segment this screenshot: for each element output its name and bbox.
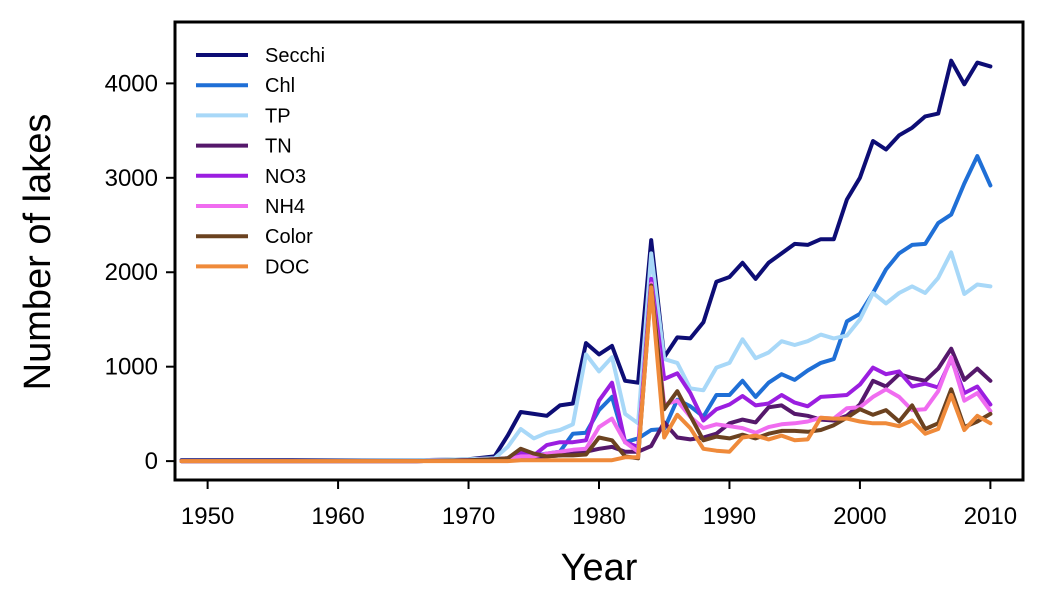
- legend: Secchi Chl TP TN NO3 NH4 Color DOC: [196, 45, 325, 278]
- legend-label-nh4: NH4: [265, 196, 305, 218]
- y-tick-label: 0: [145, 448, 158, 475]
- y-tick-label: 3000: [105, 165, 158, 192]
- legend-label-secchi: Secchi: [265, 45, 325, 67]
- series-line-color: [179, 283, 993, 464]
- y-tick-label: 1000: [105, 354, 158, 381]
- legend-label-no3: NO3: [265, 166, 306, 188]
- y-tick-label: 4000: [105, 70, 158, 97]
- series-line-doc: [179, 285, 993, 464]
- x-tick-label: 1990: [703, 503, 756, 530]
- y-axis-title: Number of lakes: [17, 114, 59, 391]
- x-axis: 1950 1960 1970 1980 1990 2000 2010: [181, 480, 1017, 530]
- x-tick-label: 1960: [311, 503, 364, 530]
- x-tick-label: 2000: [833, 503, 886, 530]
- series-line-tn: [179, 346, 993, 464]
- legend-label-doc: DOC: [265, 256, 309, 278]
- legend-label-tp: TP: [265, 105, 291, 127]
- y-tick-label: 2000: [105, 259, 158, 286]
- x-tick-label: 1950: [181, 503, 234, 530]
- series-line-tp: [179, 250, 993, 464]
- plot-lines: [179, 58, 993, 464]
- series-line-secchi: [179, 58, 993, 463]
- legend-label-chl: Chl: [265, 75, 295, 97]
- x-tick-label: 1980: [572, 503, 625, 530]
- x-tick-label: 1970: [442, 503, 495, 530]
- x-tick-label: 2010: [964, 503, 1017, 530]
- y-axis: 0 1000 2000 3000 4000: [105, 70, 175, 475]
- legend-label-color: Color: [265, 226, 313, 248]
- x-axis-title: Year: [561, 547, 638, 589]
- series-line-nh4: [179, 281, 993, 464]
- legend-label-tn: TN: [265, 136, 292, 158]
